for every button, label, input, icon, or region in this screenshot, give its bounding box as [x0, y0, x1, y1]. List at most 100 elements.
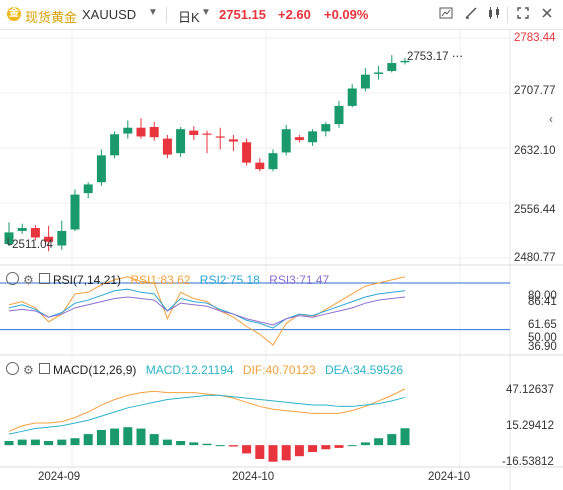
macd-bar: [308, 445, 318, 453]
eye-icon[interactable]: [6, 272, 19, 285]
macd-bar: [162, 439, 172, 446]
candle-body: [110, 134, 120, 156]
candle-body: [44, 236, 54, 242]
macd-bar: [123, 427, 133, 446]
macd-bar: [96, 429, 106, 446]
trade-icon[interactable]: [485, 6, 503, 24]
macd-bar: [30, 439, 40, 446]
x-axis-label: 2024-09: [38, 471, 81, 483]
macd-bar: [255, 445, 265, 459]
instrument-symbol[interactable]: XAUUSD: [82, 7, 137, 22]
macd-bar: [268, 445, 278, 462]
candle-body: [255, 162, 265, 170]
rsi-line-rsi1: [8, 276, 406, 346]
rsi-line-rsi3: [8, 296, 406, 326]
price-axis-label: 2783.44: [514, 32, 556, 44]
macd-bar: [4, 440, 14, 446]
candle-body: [83, 184, 93, 194]
instrument-name[interactable]: 现货黄金: [25, 10, 78, 25]
price-axis-label: 2707.77: [514, 85, 556, 97]
macd-bar: [215, 445, 225, 447]
price-axis-label: 2632.10: [514, 145, 556, 157]
dea-legend: DEA:34.59526: [324, 363, 404, 377]
macd-bar: [149, 434, 159, 446]
fullscreen-icon[interactable]: [514, 6, 532, 24]
gold-coin-icon: 金: [7, 7, 21, 21]
chart-header: 金 现货黄金 XAUUSD ▼ 日K ▼ 2751.15 +2.60 +0.09…: [0, 0, 563, 30]
rsi-axis-label: 36.90: [528, 341, 557, 353]
rsi1-legend: RSI1:83.62: [130, 273, 191, 287]
macd-histogram: [4, 427, 410, 462]
candle-body: [347, 88, 357, 106]
candle-body: [294, 137, 304, 141]
x-axis-label: 2024-10: [232, 471, 275, 483]
candle-body: [228, 139, 238, 142]
candle-body: [162, 138, 172, 155]
rsi-series: [0, 276, 510, 346]
draw-icon[interactable]: [462, 6, 480, 24]
macd-bar: [242, 445, 252, 454]
candle-body: [400, 60, 410, 63]
high-annotation: 2753.17 ⋯: [407, 51, 464, 63]
macd-bar: [281, 445, 291, 461]
checkbox-icon[interactable]: [39, 273, 50, 284]
close-icon[interactable]: [538, 6, 556, 24]
gear-icon[interactable]: ⚙: [23, 273, 34, 287]
macd-bar: [294, 445, 304, 457]
candle-body: [374, 72, 384, 74]
macd-axis-label: 15.29412: [506, 420, 554, 432]
rsi2-legend: RSI2:75.18: [199, 273, 260, 287]
macd-axis-label: 47.12637: [506, 384, 554, 396]
price-axis-label: 2556.44: [514, 204, 556, 216]
macd-bar: [136, 428, 146, 446]
candlestick-series: [4, 55, 410, 252]
x-axis-label: 2024-10: [428, 471, 471, 483]
candle-body: [360, 74, 370, 89]
gear-icon[interactable]: ⚙: [23, 363, 34, 377]
chevron-down-icon[interactable]: ▼: [148, 7, 158, 18]
candle-body: [70, 194, 80, 230]
price-axis-label: 2480.77: [514, 252, 556, 264]
candle-body: [202, 133, 212, 135]
candle-body: [281, 129, 291, 153]
chevron-left-icon[interactable]: ‹: [549, 112, 553, 126]
candle-body: [96, 155, 106, 183]
indicator-icon[interactable]: [437, 6, 455, 24]
chevron-down-icon[interactable]: ▼: [201, 7, 211, 18]
macd-bar: [17, 439, 27, 446]
rsi-axis-label: 86.41: [528, 296, 557, 308]
macd-bar: [228, 445, 238, 447]
macd-bar: [83, 434, 93, 446]
low-annotation: └2511.04: [4, 239, 53, 251]
macd-bar: [110, 428, 120, 446]
macd-bar: [202, 443, 212, 446]
candle-body: [189, 130, 199, 135]
macd-title: MACD(12,26,9): [53, 363, 137, 377]
candle-body: [136, 127, 146, 137]
candle-body: [176, 129, 186, 154]
macd-bar: [400, 428, 410, 446]
price-change-percent: +0.09%: [324, 7, 369, 22]
candle-body: [123, 127, 133, 134]
chart-canvas[interactable]: [0, 30, 563, 490]
macd-lines: [8, 388, 406, 435]
macd-axis-label: -16.53812: [502, 456, 554, 468]
candle-body: [387, 63, 397, 72]
macd-legend: MACD:12.21194: [145, 363, 234, 377]
macd-bar: [374, 438, 384, 446]
rsi-axis-label: 80.00: [528, 290, 557, 302]
rsi-header: ⚙ RSI(7,14,21) RSI1:83.62 RSI2:75.18 RSI3…: [6, 272, 329, 287]
checkbox-icon[interactable]: [39, 363, 50, 374]
candle-body: [57, 230, 67, 246]
period-selector[interactable]: 日K: [178, 10, 200, 25]
macd-header: ⚙ MACD(12,26,9) MACD:12.21194 DIF:40.7012…: [6, 362, 403, 377]
divider: [166, 7, 167, 23]
rsi-axis-label: 50.00: [528, 332, 557, 344]
dea-line: [8, 394, 406, 435]
dif-line: [8, 388, 406, 432]
divider: [507, 7, 508, 23]
macd-bar: [334, 445, 344, 448]
rsi-axis-label: 61.65: [528, 319, 557, 331]
eye-icon[interactable]: [6, 362, 19, 375]
macd-bar: [360, 442, 370, 446]
